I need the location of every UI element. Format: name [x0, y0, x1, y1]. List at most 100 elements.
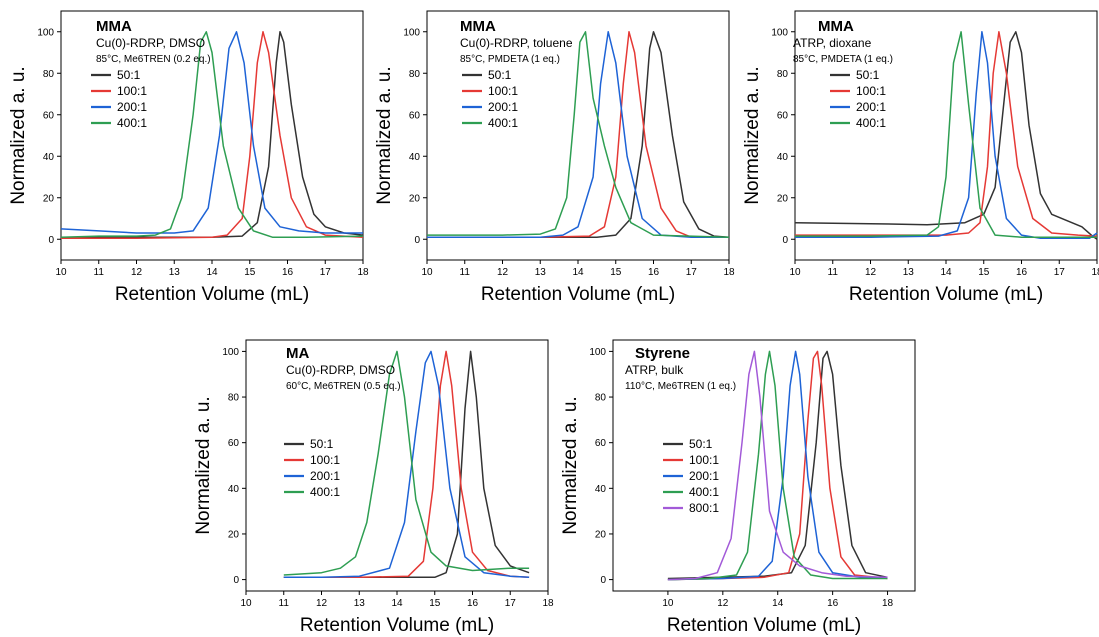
x-tick-label: 15	[429, 598, 441, 609]
condition-line-1: ATRP, bulk	[625, 363, 684, 377]
y-tick-label: 0	[414, 235, 420, 246]
panel-title: MMA	[96, 18, 132, 35]
series-line-200-1	[60, 31, 363, 234]
y-tick-label: 80	[228, 393, 240, 404]
condition-line-1: ATRP, dioxane	[793, 36, 872, 50]
y-axis-label: Normalized a. u.	[374, 66, 395, 204]
x-tick-label: 16	[1016, 267, 1028, 278]
x-axis-label: Retention Volume (mL)	[300, 615, 494, 636]
panel-title: MMA	[818, 18, 854, 35]
series-line-400-1	[60, 31, 364, 238]
condition-line-2: 85°C, PMDETA (1 eq.)	[460, 54, 560, 65]
x-tick-label: 11	[279, 598, 290, 609]
chart-panel-5: 10 12 14 16 18 0 20 40 60 80 100 Retention Volume (…	[560, 339, 916, 636]
y-axis-label: Normalized a. u.	[8, 66, 29, 204]
y-tick-label: 0	[233, 575, 239, 586]
x-tick-label: 14	[772, 598, 784, 609]
condition-line-1: Cu(0)-RDRP, DMSO	[96, 36, 205, 50]
legend-label: 400:1	[488, 116, 518, 130]
panel-title: Styrene	[635, 345, 690, 362]
series-line-400-1	[283, 350, 530, 576]
x-axis-label: Retention Volume (mL)	[115, 284, 309, 305]
y-axis-label: Normalized a. u.	[193, 396, 214, 534]
series-line-50-1	[427, 31, 730, 238]
chart-panel-1: 10 11 12 13 14 15 16 17 18 0 20 40 60 80 100 Retention …	[8, 10, 369, 305]
y-tick-label: 40	[777, 152, 789, 163]
x-tick-label: 11	[828, 267, 839, 278]
legend-label: 50:1	[310, 437, 334, 451]
x-tick-label: 17	[320, 267, 332, 278]
y-tick-label: 20	[595, 529, 607, 540]
x-tick-label: 10	[662, 598, 674, 609]
x-axis-label: Retention Volume (mL)	[667, 615, 861, 636]
x-tick-label: 14	[391, 598, 403, 609]
y-tick-label: 100	[771, 27, 788, 38]
series-line-200-1	[667, 350, 888, 581]
y-tick-label: 60	[228, 438, 240, 449]
legend-label: 200:1	[117, 100, 147, 114]
y-tick-label: 40	[43, 152, 55, 163]
x-tick-label: 13	[535, 267, 547, 278]
legend-label: 400:1	[856, 116, 886, 130]
y-tick-label: 40	[228, 484, 240, 495]
legend-label: 100:1	[117, 84, 147, 98]
condition-line-2: 110°C, Me6TREN (1 eq.)	[625, 381, 736, 392]
x-tick-label: 12	[865, 267, 877, 278]
x-tick-label: 17	[686, 267, 698, 278]
plot-frame	[612, 339, 916, 592]
x-tick-label: 12	[717, 598, 729, 609]
y-tick-label: 80	[43, 69, 55, 80]
series-line-400-1	[667, 350, 888, 581]
x-tick-label: 14	[206, 267, 218, 278]
y-tick-label: 80	[777, 69, 789, 80]
legend-label: 100:1	[856, 84, 886, 98]
series-line-50-1	[794, 31, 1098, 240]
chart-panel-4: 10 11 12 13 14 15 16 17 18 0 20 40 60 80 100 Retention …	[193, 339, 554, 636]
x-tick-label: 12	[497, 267, 509, 278]
x-tick-label: 14	[572, 267, 584, 278]
x-tick-label: 13	[169, 267, 181, 278]
y-tick-label: 80	[595, 393, 607, 404]
y-tick-label: 60	[43, 110, 55, 121]
x-tick-label: 14	[940, 267, 952, 278]
x-tick-label: 16	[282, 267, 294, 278]
x-tick-label: 16	[648, 267, 660, 278]
series-line-100-1	[61, 31, 364, 239]
series-line-100-1	[427, 31, 729, 238]
chart-panel-2: 10 11 12 13 14 15 16 17 18 0 20 40 60 80 100 Retention …	[374, 10, 735, 305]
x-tick-label: 18	[723, 267, 735, 278]
series-line-400-1	[427, 31, 730, 238]
legend-label: 400:1	[310, 485, 340, 499]
panel-title: MA	[286, 345, 309, 362]
legend-label: 100:1	[310, 453, 340, 467]
x-tick-label: 13	[354, 598, 366, 609]
y-tick-label: 60	[409, 110, 421, 121]
legend-label: 50:1	[117, 68, 141, 82]
y-tick-label: 0	[782, 235, 788, 246]
x-tick-label: 12	[316, 598, 328, 609]
y-tick-label: 40	[595, 484, 607, 495]
legend-label: 200:1	[488, 100, 518, 114]
series-line-100-1	[283, 350, 530, 579]
x-tick-label: 18	[1091, 267, 1099, 278]
y-tick-label: 20	[777, 193, 789, 204]
condition-line-2: 85°C, Me6TREN (0.2 eq.)	[96, 54, 211, 65]
x-tick-label: 15	[978, 267, 990, 278]
x-tick-label: 16	[467, 598, 479, 609]
legend-label: 100:1	[689, 453, 719, 467]
legend-label: 50:1	[689, 437, 713, 451]
legend-label: 200:1	[310, 469, 340, 483]
series-line-400-1	[795, 31, 1097, 238]
y-tick-label: 40	[409, 152, 421, 163]
y-tick-label: 0	[48, 235, 54, 246]
panel-title: MMA	[460, 18, 496, 35]
series-line-800-1	[667, 350, 888, 581]
legend-label: 200:1	[689, 469, 719, 483]
x-tick-label: 11	[94, 267, 105, 278]
x-tick-label: 17	[1054, 267, 1066, 278]
legend-label: 400:1	[117, 116, 147, 130]
y-axis-label: Normalized a. u.	[560, 396, 581, 534]
x-tick-label: 18	[882, 598, 894, 609]
y-axis-label: Normalized a. u.	[742, 66, 763, 204]
